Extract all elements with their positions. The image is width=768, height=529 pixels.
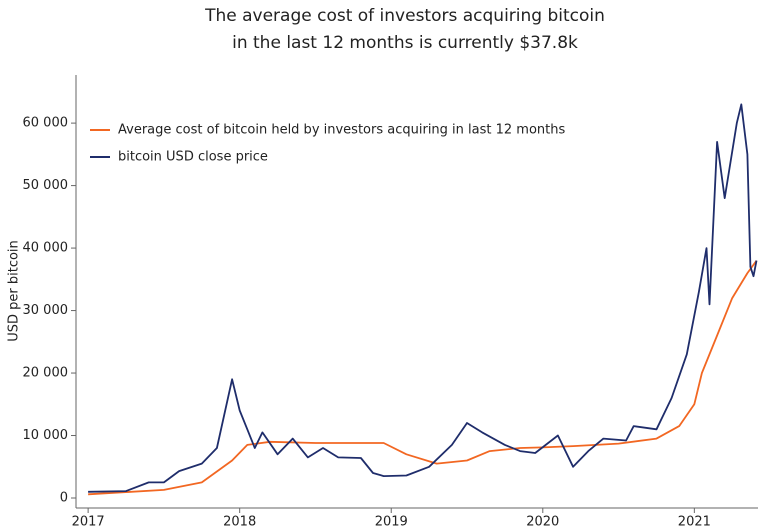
- y-tick-label: 50 000: [23, 178, 69, 193]
- data-line: [88, 260, 758, 496]
- y-tick-label: 10 000: [23, 428, 69, 443]
- x-tick-label: 2018: [223, 515, 256, 529]
- legend-label: Average cost of bitcoin held by investor…: [118, 123, 565, 138]
- x-tick-label: 2017: [72, 515, 105, 529]
- x-tick-label: 2021: [678, 515, 711, 529]
- x-tick-label: 2019: [375, 515, 408, 529]
- y-tick-label: 40 000: [23, 241, 69, 256]
- chart-title: The average cost of investors acquiring …: [204, 6, 605, 26]
- y-axis-label: USD per bitcoin: [7, 240, 22, 342]
- y-tick-label: 20 000: [23, 366, 69, 381]
- data-line: [88, 103, 758, 493]
- legend-label: bitcoin USD close price: [118, 150, 268, 165]
- y-tick-label: 30 000: [23, 303, 69, 318]
- y-tick-label: 60 000: [23, 116, 69, 131]
- x-tick-label: 2020: [526, 515, 559, 529]
- y-tick-label: 0: [60, 491, 68, 506]
- chart-title: in the last 12 months is currently $37.8…: [232, 33, 578, 53]
